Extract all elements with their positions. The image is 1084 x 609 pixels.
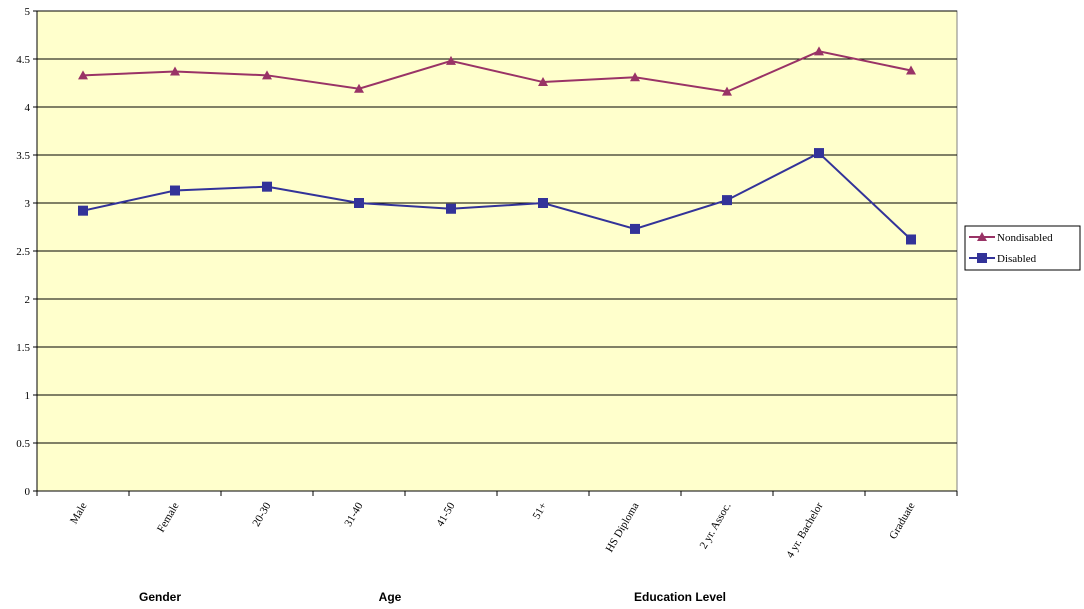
y-tick-label: 3.5 — [16, 150, 30, 162]
x-tick-label: Female — [155, 500, 182, 534]
series-line — [82, 151, 912, 241]
x-tick-label: 51+ — [531, 501, 550, 522]
marker — [977, 253, 987, 263]
marker — [262, 70, 272, 80]
y-tick-label: 3 — [25, 198, 31, 210]
x-tick-label: Male — [68, 500, 90, 526]
marker — [262, 181, 272, 192]
marker — [722, 195, 732, 206]
legend-marker — [977, 232, 987, 241]
y-tick-label: 5 — [25, 6, 31, 18]
group-label: Age — [379, 590, 402, 604]
legend-label: Disabled — [997, 253, 1037, 265]
marker — [630, 223, 640, 234]
y-tick-label: 4 — [25, 102, 31, 114]
y-tick-label: 4.5 — [16, 54, 30, 66]
marker — [906, 65, 916, 75]
marker — [906, 234, 916, 245]
marker — [722, 86, 732, 96]
marker — [538, 198, 548, 208]
y-tick-label: 2.5 — [16, 246, 30, 258]
x-tick-label: Graduate — [887, 500, 918, 541]
x-tick-label: 2 yr. Assoc. — [698, 500, 734, 551]
group-label: Education Level — [634, 590, 726, 604]
marker — [446, 203, 456, 214]
marker — [354, 198, 364, 208]
marker — [78, 205, 88, 216]
y-tick-label: 0.5 — [16, 438, 30, 450]
marker — [538, 77, 548, 87]
marker — [170, 66, 180, 76]
y-tick-label: 0 — [25, 486, 31, 498]
marker — [354, 83, 364, 93]
marker — [977, 232, 987, 241]
marker — [814, 148, 824, 159]
x-tick-label: 20-30 — [250, 500, 273, 529]
y-tick-label: 1 — [25, 390, 31, 402]
x-tick-label: 31-40 — [342, 500, 365, 529]
group-label: Gender — [139, 590, 181, 604]
marker — [170, 185, 180, 196]
marker — [630, 72, 640, 82]
x-tick-label: HS Diploma — [604, 500, 642, 554]
x-tick-label: 41-50 — [434, 500, 457, 529]
x-tick-label: 4 yr. Bachelor — [784, 500, 826, 560]
legend-label: Nondisabled — [997, 232, 1053, 244]
marker — [78, 70, 88, 80]
y-tick-label: 1.5 — [16, 342, 30, 354]
series-line — [82, 50, 912, 93]
y-tick-label: 2 — [25, 294, 31, 306]
legend-marker — [977, 253, 987, 263]
marker — [446, 55, 456, 65]
marker — [814, 46, 824, 56]
